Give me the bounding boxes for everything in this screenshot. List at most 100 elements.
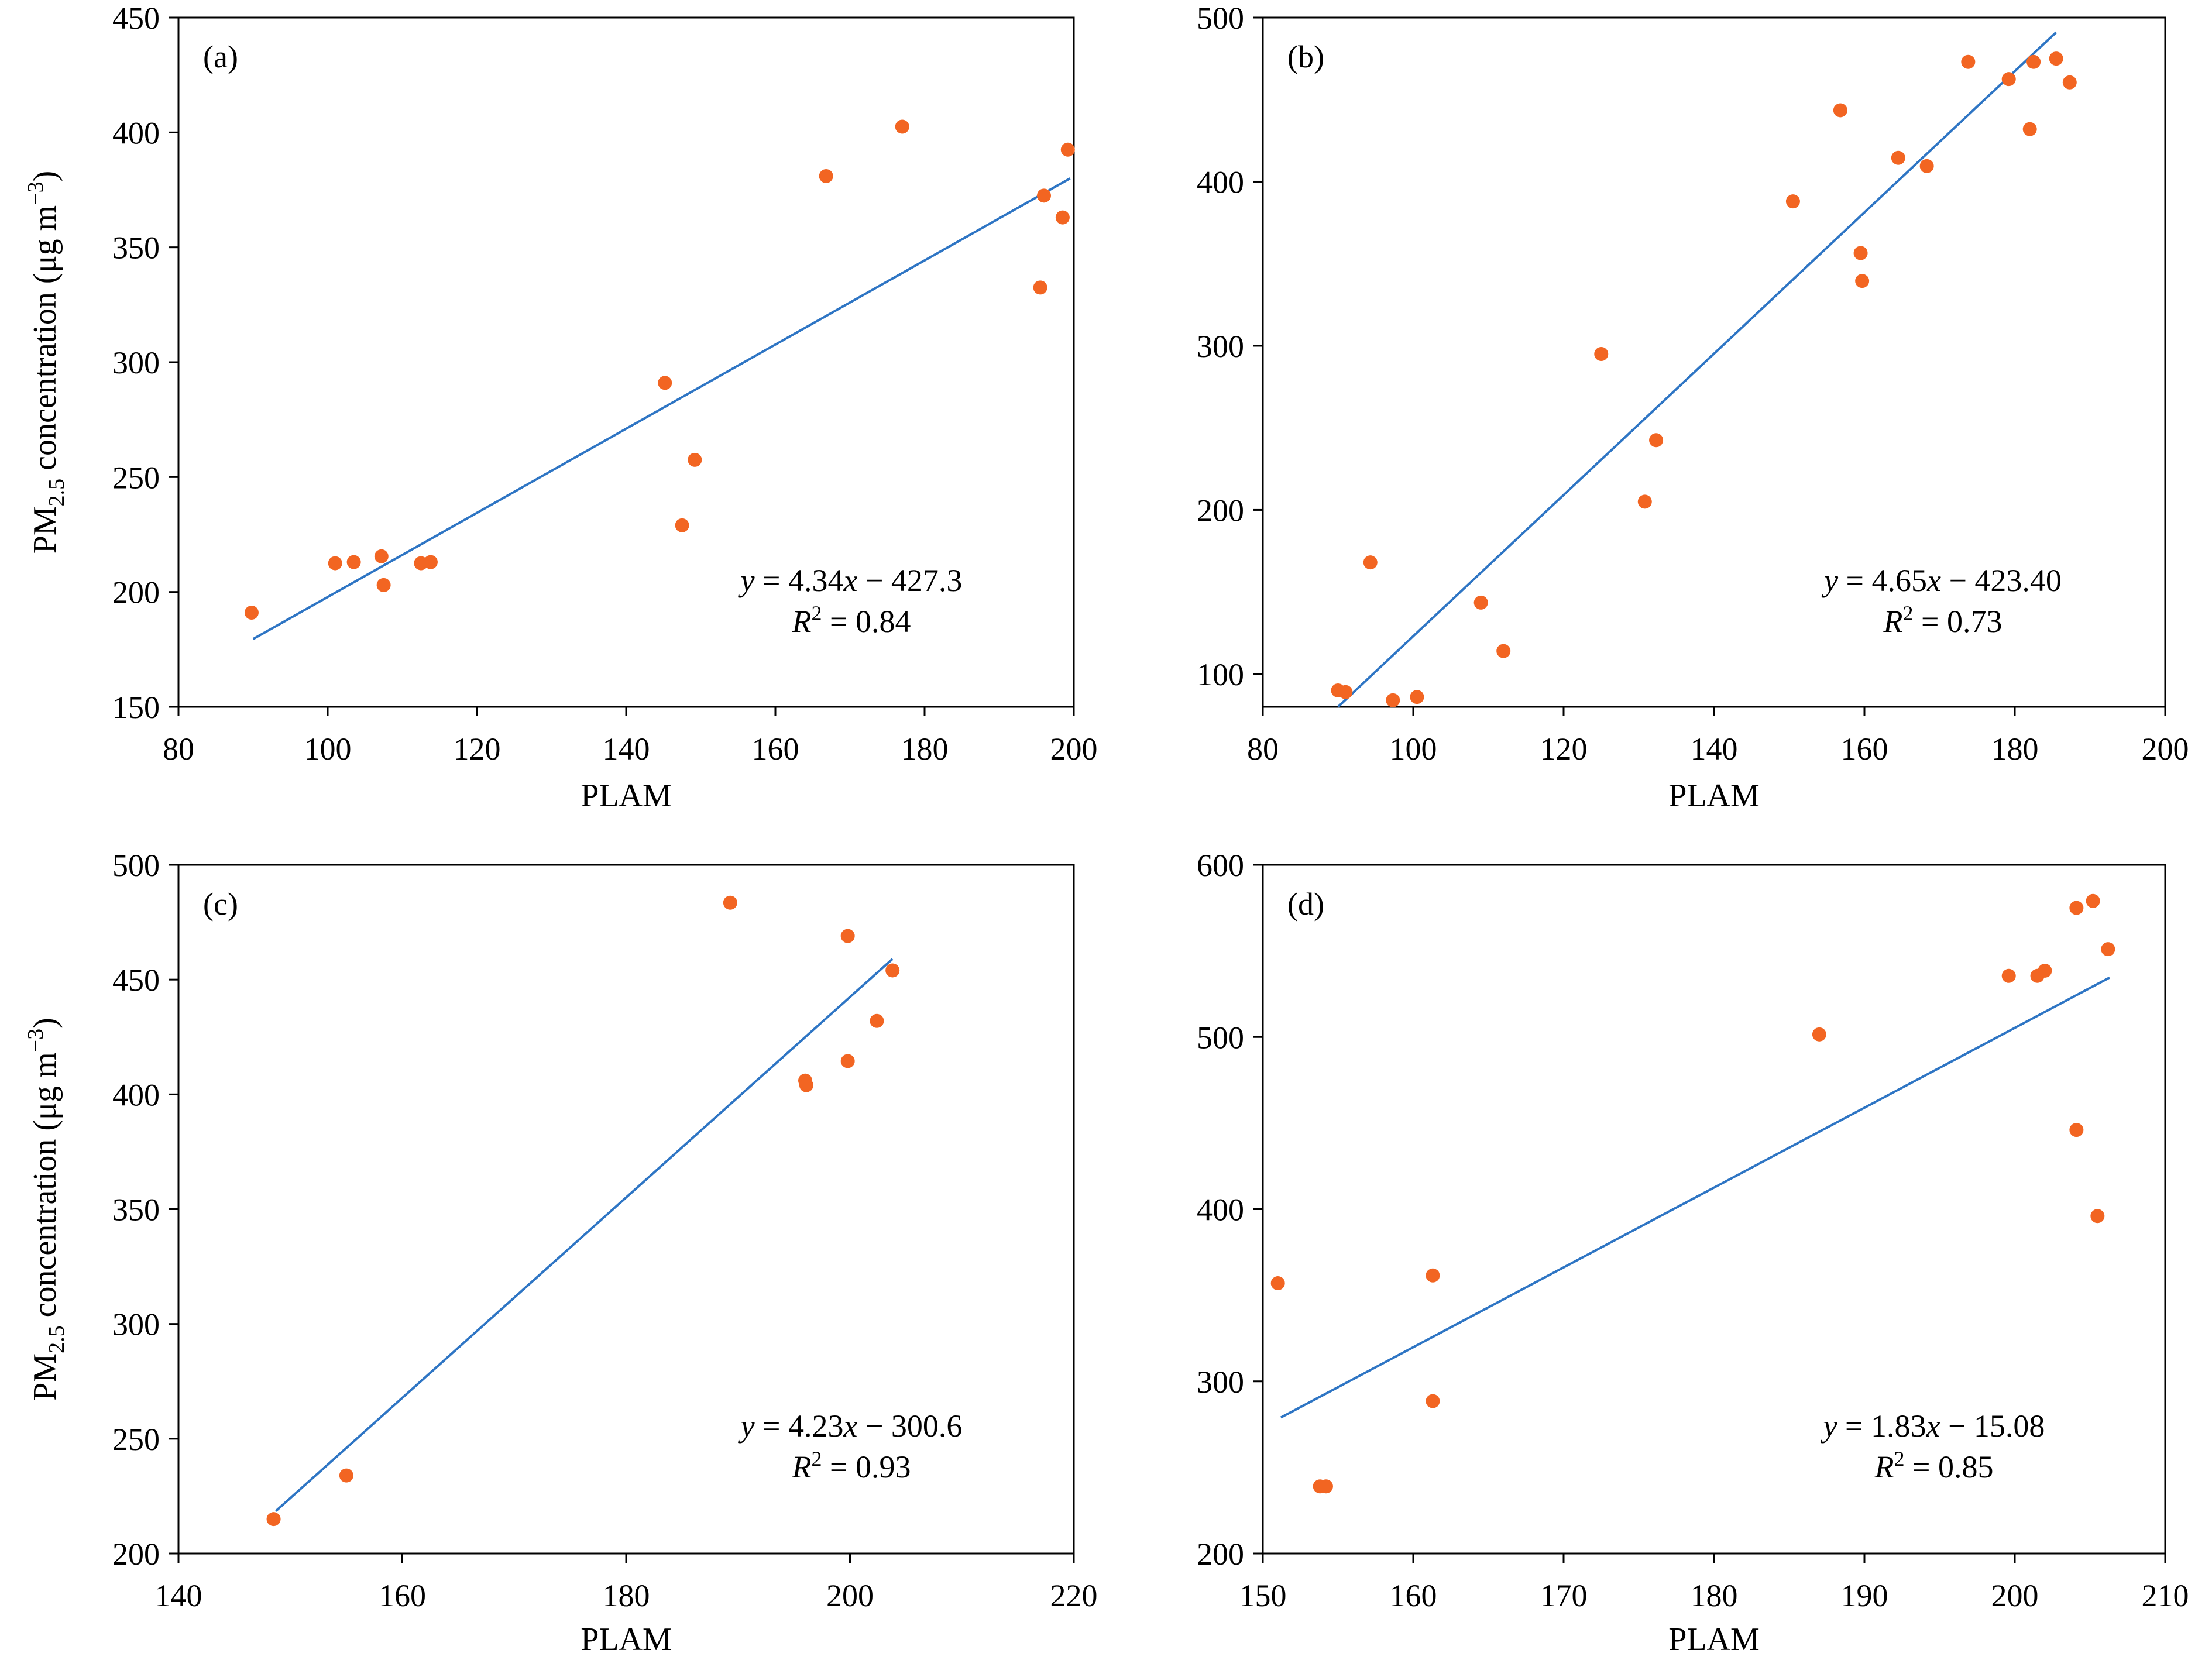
y-tick-label: 300 <box>112 345 160 380</box>
data-point <box>723 895 737 910</box>
data-point <box>1363 555 1378 570</box>
x-tick-label: 120 <box>454 731 501 767</box>
data-point <box>1812 1027 1826 1042</box>
x-tick-label: 100 <box>304 731 352 767</box>
y-tick-label: 400 <box>112 1077 160 1112</box>
x-tick-label: 160 <box>1841 731 1888 767</box>
y-tick-label: 450 <box>112 1 160 36</box>
panel-a: 80 100 120 140 160 180 200 150 200 250 300 350 400 45… <box>23 1 1098 814</box>
regression-line <box>252 177 1071 640</box>
x-tick-label: 180 <box>1991 731 2039 767</box>
x-tick-label: 100 <box>1390 731 1437 767</box>
y-tick-label: 300 <box>112 1307 160 1342</box>
x-tick-label: 160 <box>752 731 799 767</box>
y-tick-label: 500 <box>1197 1 1244 36</box>
data-point <box>1270 1276 1285 1291</box>
y-tick-label: 300 <box>1197 1365 1244 1400</box>
data-point <box>688 452 702 467</box>
y-tick-label: 350 <box>112 231 160 266</box>
data-point <box>244 606 259 620</box>
x-tick-label: 160 <box>379 1578 426 1613</box>
plot-frame <box>1262 16 2166 708</box>
data-point <box>339 1468 353 1483</box>
x-tick-label: 200 <box>826 1578 874 1613</box>
data-point <box>840 929 855 943</box>
data-point <box>1594 346 1609 361</box>
y-tick-label: 600 <box>1197 848 1244 883</box>
data-point <box>1853 246 1868 260</box>
panel-label: (a) <box>203 39 238 74</box>
data-point <box>840 1054 855 1068</box>
data-point <box>2090 1209 2105 1224</box>
data-point <box>1426 1268 1440 1283</box>
data-point <box>2001 72 2016 87</box>
regression-line <box>275 958 894 1512</box>
panel-label: (b) <box>1287 39 1324 74</box>
data-point <box>885 963 900 978</box>
data-point <box>2086 893 2100 908</box>
data-point <box>2022 122 2037 136</box>
data-point <box>1386 693 1400 707</box>
y-tick-label: 200 <box>112 1537 160 1572</box>
data-point <box>2069 1123 2084 1137</box>
data-point <box>895 119 909 134</box>
data-point <box>1473 595 1488 610</box>
y-tick-label: 300 <box>1197 329 1244 364</box>
x-tick-label: 180 <box>603 1578 650 1613</box>
panel-label: (c) <box>203 886 238 922</box>
y-tick-label: 400 <box>1197 164 1244 200</box>
x-tick-label: 170 <box>1540 1578 1588 1613</box>
y-tick-label: 400 <box>112 115 160 150</box>
y-tick-label: 200 <box>112 575 160 610</box>
data-point <box>1919 159 1934 173</box>
x-tick-label: 150 <box>1239 1578 1287 1613</box>
data-point <box>2026 54 2041 69</box>
x-tick-label: 140 <box>155 1578 202 1613</box>
data-point <box>423 555 438 569</box>
data-point <box>2038 963 2052 978</box>
data-point <box>1410 690 1424 704</box>
data-point <box>2062 75 2077 90</box>
data-point <box>819 169 833 183</box>
x-tick-label: 80 <box>163 731 194 767</box>
x-tick-label: 180 <box>901 731 949 767</box>
data-point <box>1637 494 1652 509</box>
x-tick-label: 140 <box>1691 731 1738 767</box>
r-squared: R2 = 0.85 <box>1874 1447 1994 1484</box>
data-point <box>2069 901 2084 915</box>
x-axis-label: PLAM <box>1668 778 1760 814</box>
x-tick-label: 220 <box>1050 1578 1098 1613</box>
x-tick-label: 210 <box>2142 1578 2189 1613</box>
y-tick-label: 150 <box>112 690 160 725</box>
data-point <box>266 1512 281 1527</box>
data-point <box>1496 644 1511 658</box>
panel-c: 140 160 180 200 220 200 250 300 350 400 450 500 (c) P… <box>23 848 1098 1653</box>
data-point <box>346 555 361 569</box>
data-point <box>2001 968 2016 983</box>
data-point <box>799 1078 813 1092</box>
y-tick-label: 250 <box>112 460 160 495</box>
plot-frame <box>1262 864 2166 1555</box>
regression-line <box>1337 31 2058 708</box>
y-tick-label: 350 <box>112 1193 160 1228</box>
data-point <box>870 1013 884 1028</box>
panel-label: (d) <box>1287 886 1324 922</box>
plot-frame <box>177 864 1075 1555</box>
y-tick-label: 500 <box>112 848 160 883</box>
x-tick-label: 80 <box>1247 731 1279 767</box>
data-point <box>376 578 391 592</box>
data-point <box>2101 942 2115 957</box>
r-squared: R2 = 0.93 <box>792 1447 911 1484</box>
x-tick-label: 160 <box>1390 1578 1437 1613</box>
x-tick-label: 200 <box>2142 731 2189 767</box>
data-point <box>1961 54 1976 69</box>
data-point <box>1338 685 1353 699</box>
plot-frame <box>177 16 1075 708</box>
x-tick-label: 200 <box>1050 731 1098 767</box>
regression-equation: y = 4.23x − 300.6 <box>738 1408 963 1444</box>
data-point <box>1891 150 1905 165</box>
x-tick-label: 200 <box>1991 1578 2039 1613</box>
y-tick-label: 250 <box>112 1422 160 1457</box>
data-point <box>1318 1479 1333 1494</box>
